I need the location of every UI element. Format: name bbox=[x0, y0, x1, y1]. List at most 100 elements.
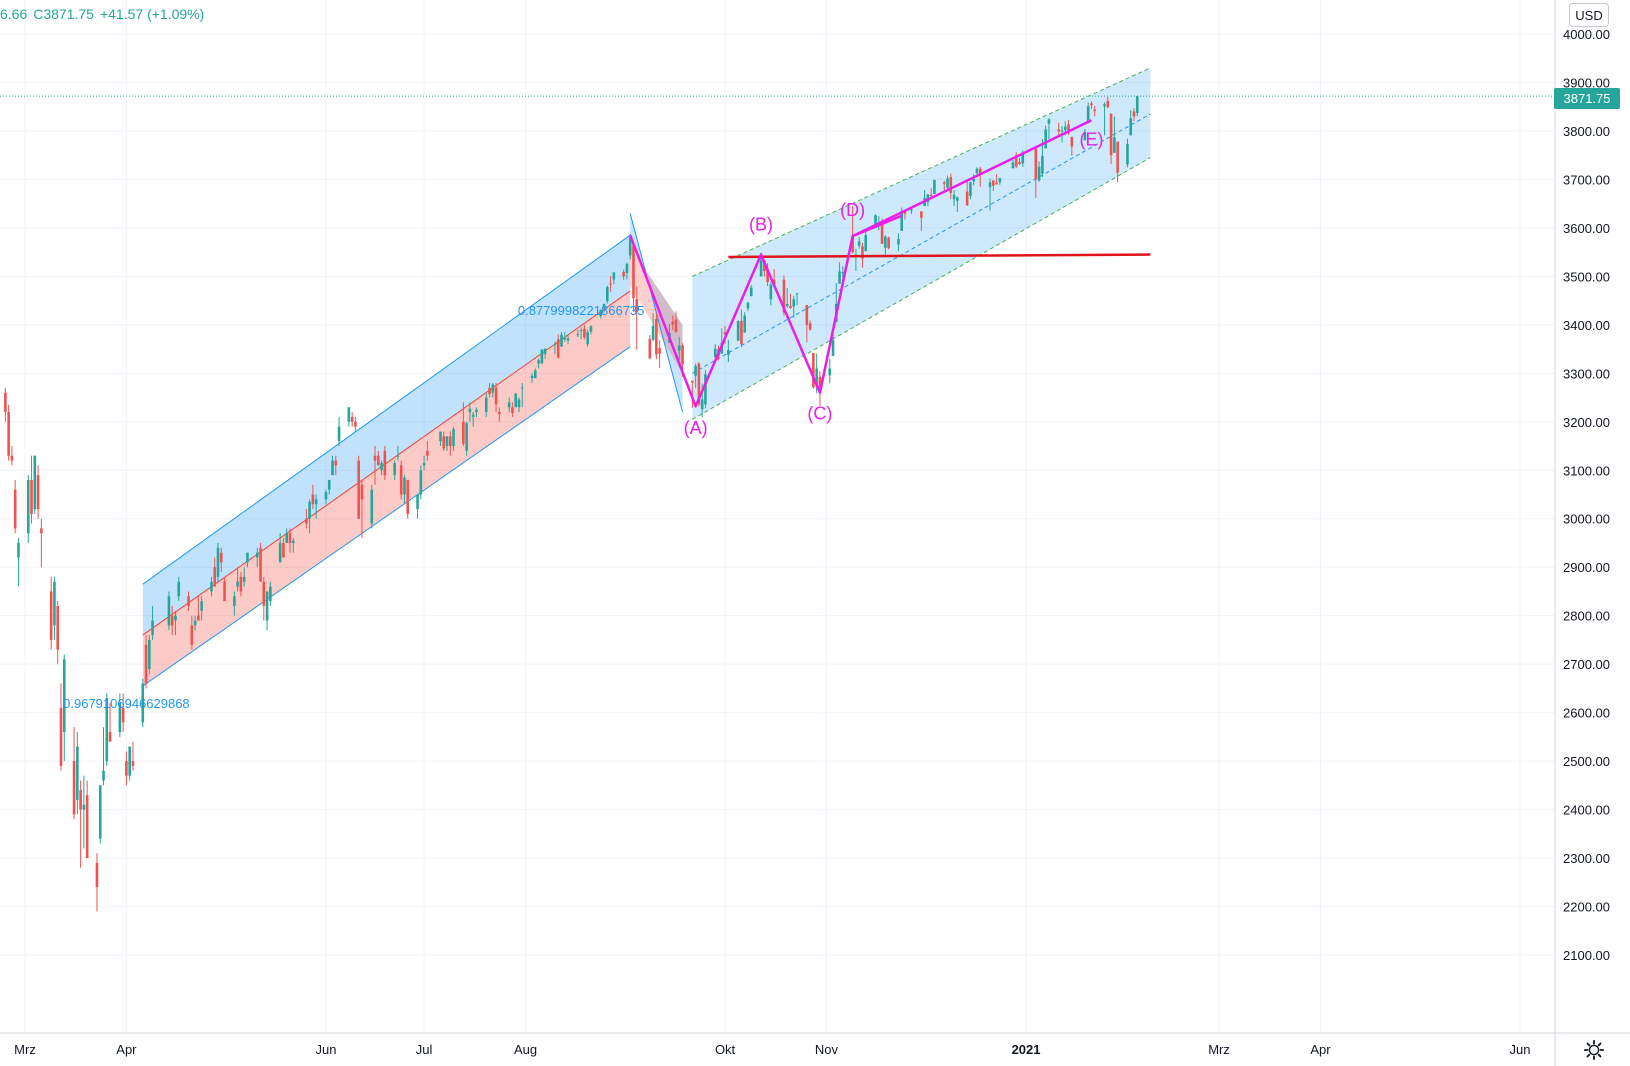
candle-body bbox=[105, 698, 109, 762]
candle-body bbox=[1057, 129, 1061, 132]
candle-body bbox=[815, 368, 818, 385]
wave-label: (B) bbox=[749, 214, 773, 234]
candle-body bbox=[393, 462, 396, 476]
candle-body bbox=[514, 393, 518, 408]
candle-body bbox=[655, 319, 658, 355]
y-tick-label: 2900.00 bbox=[1563, 560, 1610, 575]
candle-body bbox=[566, 338, 570, 341]
candle-body bbox=[998, 177, 1002, 183]
candle-body bbox=[36, 475, 40, 510]
candle-body bbox=[910, 209, 913, 211]
candle-body bbox=[1109, 113, 1113, 156]
candle-body bbox=[851, 236, 854, 253]
candle-body bbox=[452, 429, 455, 447]
candle-body bbox=[782, 279, 786, 313]
candle-body bbox=[350, 416, 354, 422]
candle-body bbox=[1090, 103, 1093, 106]
candle-body bbox=[442, 436, 446, 449]
candle-body bbox=[507, 402, 511, 408]
candle-body bbox=[795, 293, 799, 295]
regression-mid-line bbox=[142, 290, 631, 636]
candle-body bbox=[841, 272, 845, 274]
candle-body bbox=[560, 334, 563, 347]
x-tick-label: Apr bbox=[1310, 1042, 1331, 1057]
candle-body bbox=[1070, 136, 1074, 147]
x-tick-label: Mrz bbox=[1208, 1042, 1230, 1057]
x-tick-label: Aug bbox=[514, 1042, 537, 1057]
candle-body bbox=[975, 168, 979, 174]
candle-body bbox=[723, 332, 727, 335]
candle-body bbox=[579, 330, 583, 332]
regression-lower-line bbox=[142, 346, 631, 687]
candle-body bbox=[445, 436, 449, 447]
candle-body bbox=[167, 596, 171, 626]
candle-body bbox=[255, 552, 259, 558]
candle-body bbox=[76, 746, 79, 800]
candle-body bbox=[920, 211, 923, 218]
candle-body bbox=[736, 320, 740, 341]
candle-body bbox=[599, 309, 603, 317]
candle-body bbox=[360, 484, 364, 500]
y-tick-label: 3700.00 bbox=[1563, 172, 1610, 187]
candle-body bbox=[766, 269, 769, 283]
y-tick-label: 2200.00 bbox=[1563, 900, 1610, 915]
grid bbox=[0, 0, 1555, 1033]
y-tick-label: 3100.00 bbox=[1563, 463, 1610, 478]
candle-body bbox=[174, 615, 177, 621]
candle-body bbox=[759, 259, 763, 277]
candle-body bbox=[331, 460, 334, 476]
candle-body bbox=[543, 348, 547, 354]
open-value: 6.66 bbox=[0, 6, 28, 22]
candle-body bbox=[1129, 118, 1133, 136]
candle-body bbox=[880, 222, 884, 244]
candle-body bbox=[583, 328, 586, 338]
candle-body bbox=[377, 455, 380, 466]
candle-body bbox=[978, 168, 982, 176]
candle-body bbox=[246, 552, 249, 563]
regression-coefficient-label: 0.9679106946629868 bbox=[63, 696, 190, 711]
candle-body bbox=[740, 320, 743, 345]
candle-body bbox=[4, 392, 7, 413]
candle-body bbox=[210, 581, 213, 592]
candle-body bbox=[713, 348, 717, 358]
y-tick-label: 3900.00 bbox=[1563, 75, 1610, 90]
candle-body bbox=[262, 581, 266, 606]
candle-body bbox=[56, 605, 60, 650]
candle-body bbox=[563, 337, 567, 340]
x-tick-label: Jun bbox=[1510, 1042, 1531, 1057]
regression-upper-line bbox=[142, 234, 631, 585]
candle-body bbox=[131, 761, 135, 766]
candle-body bbox=[1135, 96, 1139, 114]
y-tick-label: 2600.00 bbox=[1563, 706, 1610, 721]
wave-label: (D) bbox=[840, 200, 865, 220]
candle-body bbox=[491, 384, 495, 393]
currency-button[interactable]: USD bbox=[1569, 3, 1609, 27]
candle-body bbox=[537, 360, 540, 364]
y-tick-label: 2700.00 bbox=[1563, 657, 1610, 672]
candle-body bbox=[520, 387, 524, 389]
candle-body bbox=[59, 707, 63, 766]
candle-body bbox=[1044, 129, 1047, 149]
y-tick-label: 3400.00 bbox=[1563, 318, 1610, 333]
candle-body bbox=[972, 178, 975, 182]
candle-body bbox=[1093, 109, 1097, 112]
gear-icon[interactable] bbox=[1583, 1039, 1605, 1061]
candle-body bbox=[334, 460, 338, 466]
candle-body bbox=[17, 542, 20, 558]
x-tick-label: Jun bbox=[315, 1042, 336, 1057]
candle-body bbox=[422, 462, 426, 466]
candle-body bbox=[426, 450, 429, 456]
candle-body bbox=[26, 479, 30, 534]
candle-body bbox=[605, 287, 609, 302]
candle-body bbox=[488, 387, 491, 395]
candle-body bbox=[13, 489, 17, 529]
x-tick-label: Mrz bbox=[14, 1042, 36, 1057]
candle-body bbox=[40, 528, 43, 534]
candle-body bbox=[1113, 137, 1116, 153]
candle-body bbox=[1011, 162, 1015, 169]
candle-body bbox=[337, 426, 341, 442]
candle-body bbox=[746, 302, 750, 309]
candle-body bbox=[965, 191, 969, 206]
pattern-upper-line bbox=[852, 119, 1093, 238]
